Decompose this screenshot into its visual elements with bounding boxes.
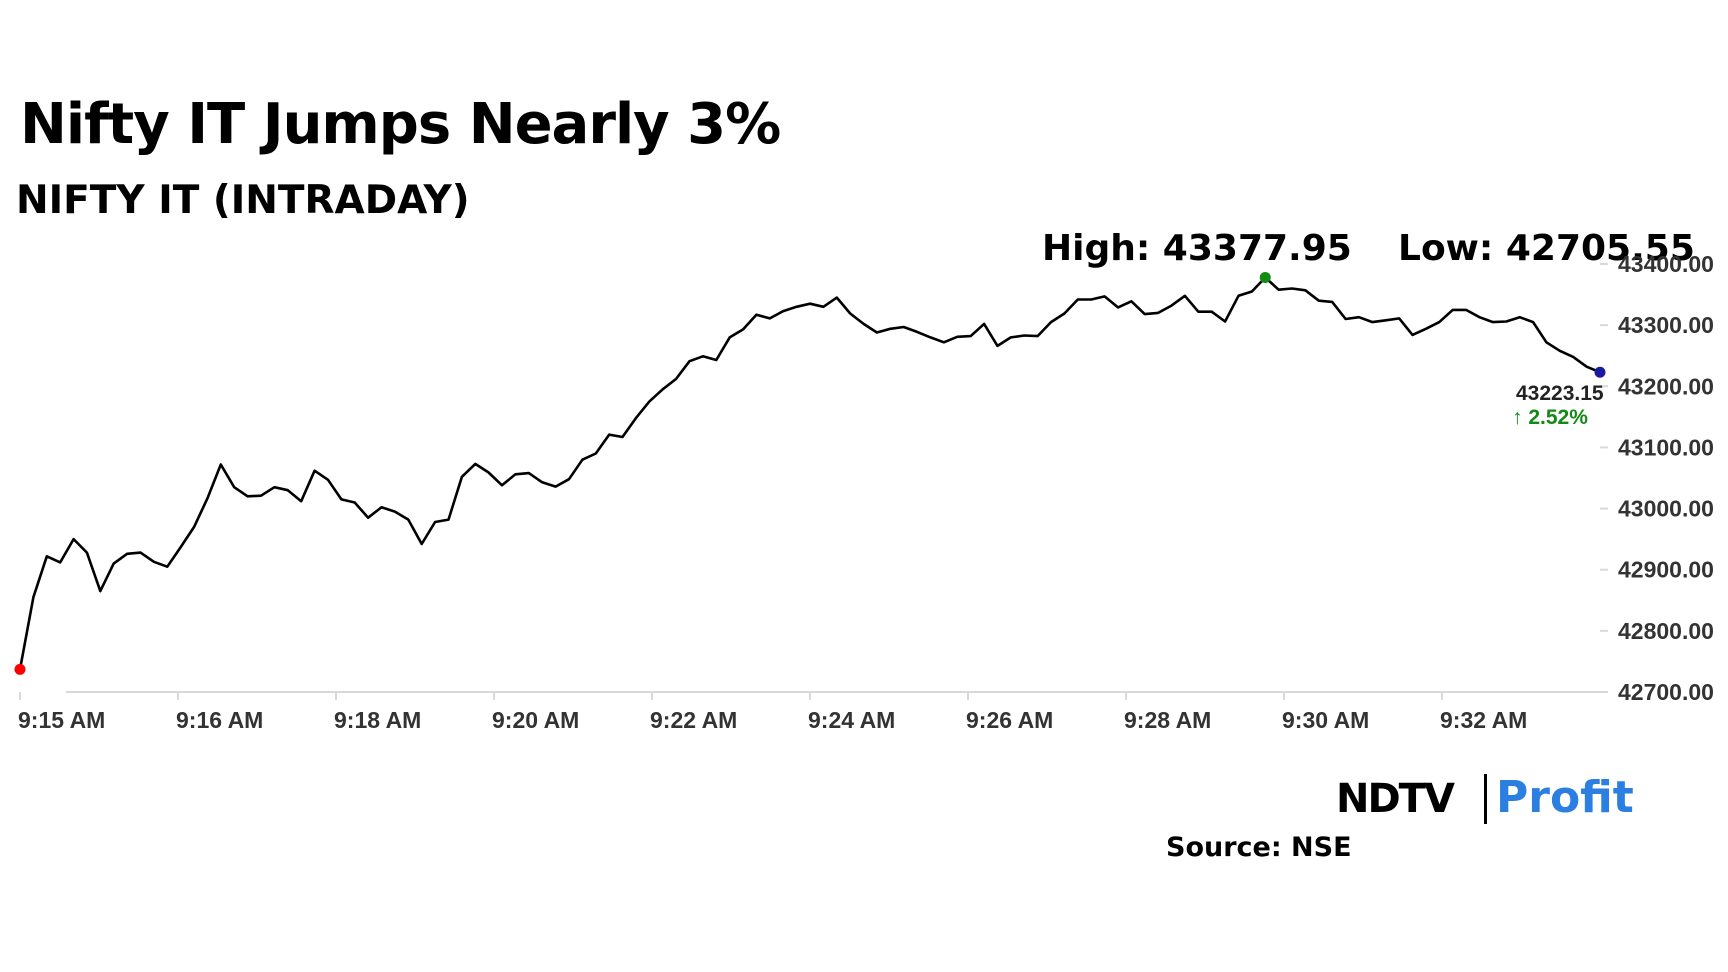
series-line xyxy=(18,276,1601,670)
ndtv-logo: NDTV xyxy=(1336,776,1455,822)
x-tick-label: 9:15 AM xyxy=(18,707,105,733)
x-tick-label: 9:26 AM xyxy=(966,707,1053,733)
low-label: Low: 42705.55 xyxy=(1398,228,1695,269)
y-tick-label: 43000.00 xyxy=(1618,496,1714,522)
logo-divider xyxy=(1484,774,1487,824)
source-note: Source: NSE xyxy=(1166,832,1352,863)
x-tick-label: 9:32 AM xyxy=(1440,707,1527,733)
end-point-marker xyxy=(1594,366,1606,378)
y-tick-label: 43300.00 xyxy=(1618,312,1714,338)
last-value-label: 43223.15 xyxy=(1516,382,1604,405)
y-tick-label: 42900.00 xyxy=(1618,557,1714,583)
high-label: High: 43377.95 xyxy=(1042,228,1352,269)
y-tick-label: 42800.00 xyxy=(1618,618,1714,644)
x-tick-label: 9:22 AM xyxy=(650,707,737,733)
x-tick-label: 9:16 AM xyxy=(176,707,263,733)
x-tick-label: 9:20 AM xyxy=(492,707,579,733)
high-point-marker xyxy=(1259,271,1271,283)
start-point-marker xyxy=(14,663,26,675)
chart-title: Nifty IT Jumps Nearly 3% xyxy=(20,92,781,157)
chart-subtitle: NIFTY IT (INTRADAY) xyxy=(16,178,470,223)
profit-logo: Profit xyxy=(1496,772,1634,823)
x-tick-label: 9:18 AM xyxy=(334,707,421,733)
y-tick-label: 43100.00 xyxy=(1618,434,1714,460)
y-tick-label: 43200.00 xyxy=(1618,373,1714,399)
x-tick-label: 9:30 AM xyxy=(1282,707,1369,733)
y-tick-label: 43400.00 xyxy=(1618,251,1714,277)
change-percent-label: ↑ 2.52% xyxy=(1512,406,1588,429)
y-tick-label: 42700.00 xyxy=(1618,679,1714,705)
x-tick-label: 9:28 AM xyxy=(1124,707,1211,733)
x-tick-label: 9:24 AM xyxy=(808,707,895,733)
